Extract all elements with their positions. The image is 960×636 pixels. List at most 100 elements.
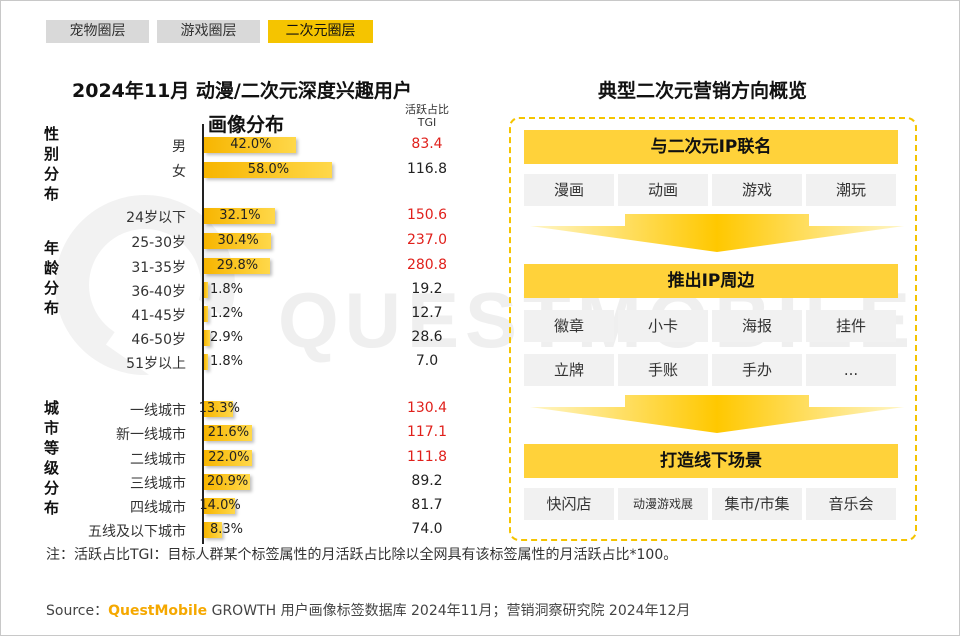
tgi-value: 12.7 [411, 305, 443, 321]
source-brand: QuestMobile [108, 603, 208, 619]
bar [204, 354, 208, 370]
bar [204, 498, 235, 514]
bar [204, 137, 297, 153]
chip-game: 游戏 [712, 174, 802, 206]
category-label: 男 [172, 139, 186, 155]
bar [204, 474, 250, 490]
bar [204, 306, 208, 322]
tgi-value: 111.8 [406, 449, 448, 465]
chip-poster: 海报 [712, 310, 802, 342]
down-arrow-1 [530, 214, 904, 252]
bar [204, 450, 253, 466]
chip-popup-store: 快闪店 [524, 488, 614, 520]
source-text: GROWTH 用户画像标签数据库 2024年11月；营销洞察研究院 2024年1… [207, 603, 691, 619]
tgi-value: 83.4 [411, 136, 443, 152]
chip-standee: 立牌 [524, 354, 614, 386]
tgi-column-header: 活跃占比 TGI [392, 103, 462, 129]
section-offline-heading: 打造线下场景 [524, 444, 898, 478]
tgi-value: 19.2 [411, 281, 443, 297]
tab-acg-circle[interactable]: 二次元圈层 [268, 20, 373, 43]
chip-card: 小卡 [618, 310, 708, 342]
category-label: 三线城市 [130, 476, 186, 492]
bar-value-label: 42.0% [230, 137, 272, 152]
bar [204, 425, 252, 441]
tgi-value: 130.4 [406, 400, 448, 416]
marketing-panel [509, 117, 917, 541]
category-label: 36-40岁 [131, 284, 186, 300]
tab-pet-circle[interactable]: 宠物圈层 [46, 20, 149, 43]
down-arrow-2 [530, 395, 904, 433]
tgi-value: 116.8 [406, 161, 448, 177]
chip-acg-expo: 动漫游戏展 [618, 488, 708, 520]
bar [204, 162, 332, 178]
category-label: 女 [172, 164, 186, 180]
bar-value-label: 22.0% [208, 450, 250, 465]
bar [204, 208, 275, 224]
tgi-value: 237.0 [406, 232, 448, 248]
tgi-value: 81.7 [411, 497, 443, 513]
category-label: 四线城市 [130, 500, 186, 516]
category-label: 41-45岁 [131, 308, 186, 324]
bar-value-label: 20.9% [206, 474, 249, 489]
bar-value-label: 2.9% [210, 330, 244, 345]
bar [204, 522, 223, 538]
chart-subtitle: 画像分布 [208, 114, 285, 136]
tgi-value: 117.1 [406, 424, 448, 440]
bar [204, 233, 271, 249]
section-ip-collab-heading: 与二次元IP联名 [524, 130, 898, 164]
group-label-city: 城市等级分布 [44, 399, 60, 517]
bar [204, 258, 270, 274]
bar-value-label: 1.2% [210, 306, 244, 321]
chip-market: 集市/市集 [712, 488, 802, 520]
category-label: 新一线城市 [116, 427, 186, 443]
bar-value-label: 14.0% [199, 498, 241, 513]
tgi-footnote: 注：活跃占比TGI：目标人群某个标签属性的月活跃占比除以全网具有该标签属性的月活… [46, 547, 678, 563]
tgi-value: 89.2 [411, 473, 443, 489]
tgi-header-line1: 活跃占比 [405, 103, 449, 116]
bar-value-label: 58.0% [247, 162, 290, 177]
chip-animation: 动画 [618, 174, 708, 206]
bar-value-label: 13.3% [198, 401, 240, 416]
chip-concert: 音乐会 [806, 488, 896, 520]
chip-trendy-toy: 潮玩 [806, 174, 896, 206]
chip-comic: 漫画 [524, 174, 614, 206]
bar-value-label: 29.8% [216, 258, 259, 273]
category-label: 一线城市 [130, 403, 186, 419]
tgi-value: 150.6 [406, 207, 448, 223]
tab-game-circle[interactable]: 游戏圈层 [157, 20, 260, 43]
chip-figure: 手办 [712, 354, 802, 386]
bar [204, 282, 208, 298]
bar-value-label: 1.8% [210, 354, 244, 369]
bar [204, 330, 211, 346]
chip-more: ... [806, 354, 896, 386]
category-label: 二线城市 [130, 452, 186, 468]
source-line: Source：QuestMobile GROWTH 用户画像标签数据库 2024… [46, 600, 690, 620]
category-label: 51岁以上 [126, 356, 186, 372]
chip-planner: 手账 [618, 354, 708, 386]
chart-title: 2024年11月 动漫/二次元深度兴趣用户 [72, 80, 412, 102]
category-label: 46-50岁 [131, 332, 186, 348]
category-label: 25-30岁 [131, 235, 186, 251]
tgi-value: 74.0 [411, 521, 443, 537]
group-label-gender: 性别分布 [44, 125, 60, 203]
bar-value-label: 32.1% [219, 208, 261, 223]
category-label: 五线及以下城市 [88, 524, 186, 540]
tgi-value: 280.8 [406, 257, 448, 273]
bar-value-label: 30.4% [217, 233, 259, 248]
bar-value-label: 1.8% [210, 282, 244, 297]
category-label: 24岁以下 [126, 210, 186, 226]
chip-badge: 徽章 [524, 310, 614, 342]
chip-pendant: 挂件 [806, 310, 896, 342]
source-prefix: Source： [46, 603, 109, 619]
chart-axis-line [202, 124, 204, 544]
group-label-age: 年龄分布 [44, 239, 60, 317]
category-label: 31-35岁 [131, 260, 186, 276]
tgi-value: 7.0 [415, 353, 439, 369]
right-title: 典型二次元营销方向概览 [598, 80, 808, 102]
tgi-value: 28.6 [411, 329, 443, 345]
bar-value-label: 8.3% [210, 522, 244, 537]
bar [204, 401, 234, 417]
tgi-header-line2: TGI [417, 116, 437, 129]
bar-value-label: 21.6% [207, 425, 250, 440]
section-ip-merch-heading: 推出IP周边 [524, 264, 898, 298]
